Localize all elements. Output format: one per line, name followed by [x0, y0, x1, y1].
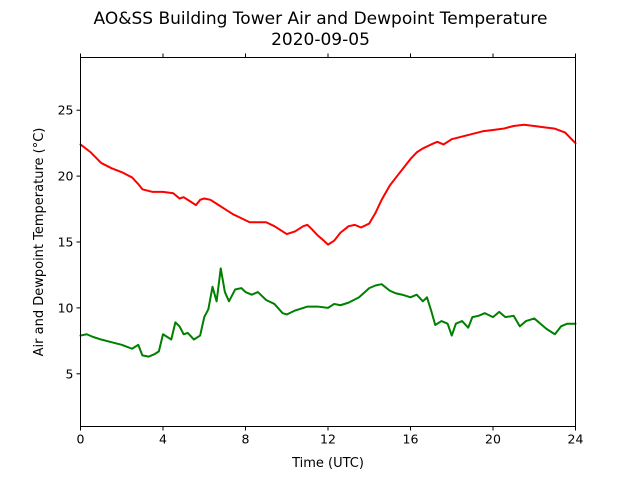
x-tick-label: 4 — [159, 432, 167, 447]
series-line-0 — [79, 123, 577, 246]
series-layer — [79, 123, 577, 358]
y-tick-label: 15 — [58, 235, 74, 250]
y-tick-label: 10 — [58, 300, 74, 315]
x-tick-label: 12 — [320, 432, 336, 447]
x-tick-label: 0 — [77, 432, 85, 447]
x-axis-label: Time (UTC) — [291, 456, 364, 471]
plot-frame — [80, 57, 576, 427]
y-tick-label: 5 — [66, 366, 74, 381]
chart-title: AO&SS Building Tower Air and Dewpoint Te… — [93, 9, 547, 29]
x-axis-ticks: 0 4 8 12 16 20 24 — [77, 53, 584, 447]
chart-subtitle: 2020-09-05 — [271, 30, 370, 50]
y-axis-ticks: 5 10 15 20 25 — [58, 103, 81, 381]
series-line-1 — [79, 267, 577, 358]
x-tick-label: 20 — [485, 432, 501, 447]
x-tick-label: 8 — [242, 432, 250, 447]
y-tick-label: 25 — [58, 103, 74, 118]
x-tick-label: 24 — [568, 432, 584, 447]
x-tick-label: 16 — [403, 432, 419, 447]
y-tick-label: 20 — [58, 169, 74, 184]
y-axis-label: Air and Dewpoint Temperature (°C) — [32, 128, 47, 357]
